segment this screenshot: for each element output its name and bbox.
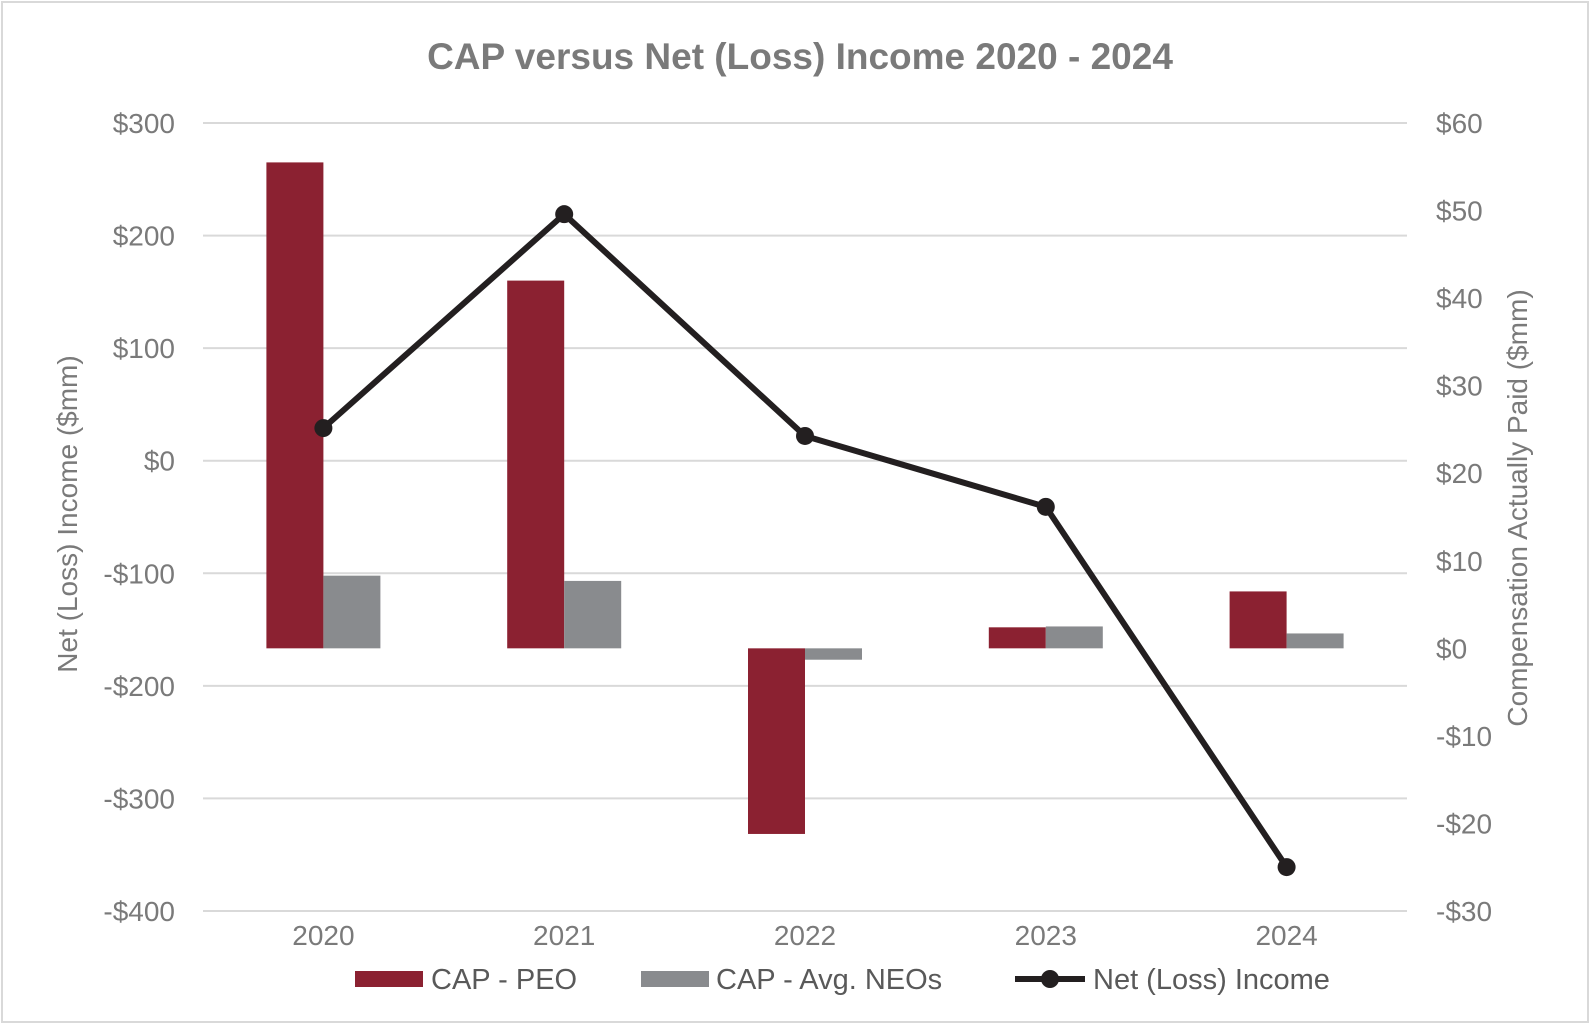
- x-tick-label: 2020: [292, 920, 354, 951]
- left-tick-label: -$300: [103, 783, 175, 814]
- left-axis-ticks: $300 $200 $100 $0 -$100 -$200 -$300 -$400: [103, 108, 175, 927]
- cap-avg-neos-bar-2023: [1045, 626, 1103, 649]
- cap-peo-bar-2021: [507, 280, 565, 649]
- right-tick-label: $30: [1436, 371, 1483, 402]
- right-tick-label: -$30: [1436, 896, 1492, 927]
- net-income-point-2022: [796, 426, 814, 445]
- cap-peo-bar-2020: [266, 162, 324, 649]
- chart-title: CAP versus Net (Loss) Income 2020 - 2024: [427, 36, 1173, 77]
- legend-item: CAP - PEO: [355, 964, 577, 996]
- net-income-point-2021: [555, 205, 574, 224]
- x-tick-label: 2022: [774, 920, 836, 951]
- net-income-point-2020: [314, 419, 333, 438]
- legend-item: CAP - Avg. NEOs: [641, 964, 942, 996]
- cap-peo-bar-2022: [748, 648, 805, 834]
- legend-swatch: [355, 971, 423, 987]
- legend-item: Net (Loss) Income: [1015, 964, 1330, 996]
- cap-avg-neos-bar-2022: [805, 648, 862, 660]
- right-tick-label: $40: [1436, 283, 1483, 314]
- chart-canvas: CAP versus Net (Loss) Income 2020 - 2024…: [52, 36, 1533, 996]
- right-tick-label: $50: [1436, 196, 1483, 227]
- legend: CAP - PEO CAP - Avg. NEOs Net (Loss) Incom…: [355, 964, 1330, 996]
- bars: [266, 162, 1344, 834]
- left-tick-label: $0: [144, 446, 175, 477]
- x-axis-ticks: 2020 2021 2022 2023 2024: [292, 920, 1317, 951]
- x-tick-label: 2023: [1015, 920, 1077, 951]
- right-axis-ticks: $60 $50 $40 $30 $20 $10 $0 -$10 -$20 -$30: [1436, 108, 1492, 927]
- cap-avg-neos-bar-2020: [323, 575, 381, 649]
- left-axis-label: Net (Loss) Income ($mm): [52, 355, 83, 672]
- legend-label: CAP - Avg. NEOs: [716, 964, 942, 996]
- legend-swatch-marker: [1041, 970, 1059, 988]
- left-tick-label: -$400: [103, 896, 175, 927]
- cap-avg-neos-bar-2024: [1286, 633, 1344, 649]
- left-tick-label: $200: [113, 221, 175, 252]
- left-tick-label: -$100: [103, 558, 175, 589]
- x-tick-label: 2024: [1255, 920, 1317, 951]
- left-tick-label: -$200: [103, 671, 175, 702]
- cap-avg-neos-bar-2021: [564, 580, 622, 649]
- cap-peo-bar-2023: [988, 627, 1046, 649]
- net-income-point-2023: [1036, 497, 1055, 516]
- right-axis-label: Compensation Actually Paid ($mm): [1502, 289, 1533, 726]
- right-tick-label: -$10: [1436, 721, 1492, 752]
- net-income-point-2024: [1277, 858, 1296, 877]
- legend-label: CAP - PEO: [431, 964, 577, 996]
- right-tick-label: $60: [1436, 108, 1483, 139]
- right-tick-label: $0: [1436, 633, 1467, 664]
- cap-peo-bar-2024: [1229, 591, 1287, 649]
- right-tick-label: $20: [1436, 458, 1483, 489]
- right-tick-label: $10: [1436, 546, 1483, 577]
- right-tick-label: -$20: [1436, 808, 1492, 839]
- left-tick-label: $100: [113, 333, 175, 364]
- x-tick-label: 2021: [533, 920, 595, 951]
- legend-swatch: [641, 971, 709, 987]
- legend-label: Net (Loss) Income: [1093, 964, 1330, 996]
- net-income-line: [314, 205, 1296, 877]
- left-tick-label: $300: [113, 108, 175, 139]
